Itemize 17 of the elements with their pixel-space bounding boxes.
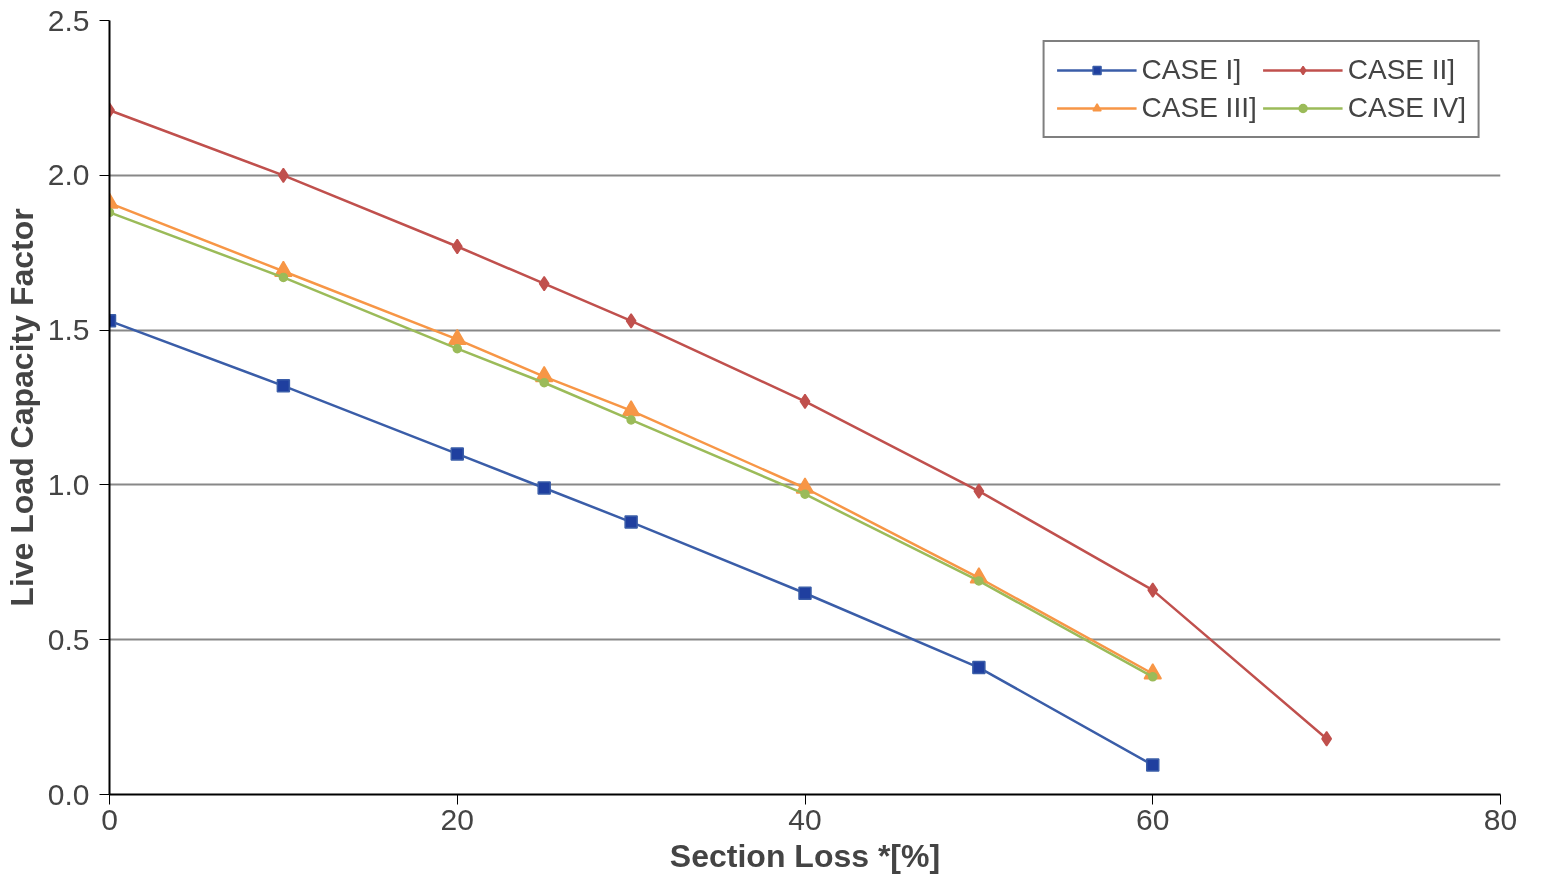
x-tick-label: 20 [440,802,474,836]
x-tick-label: 40 [788,802,822,836]
x-axis-title: Section Loss *[%] [669,837,941,874]
x-tick-label: 0 [101,802,118,836]
y-tick-label: 1.0 [47,467,90,501]
y-tick-label: 0.5 [47,622,90,656]
x-tick-label: 80 [1483,802,1518,836]
legend-label: CASE IV] [1347,92,1466,124]
y-tick-label: 2.0 [47,158,90,192]
legend-label: CASE II] [1347,54,1456,86]
legend-label: CASE III] [1141,92,1257,124]
x-tick-label: 60 [1136,802,1170,836]
y-tick-label: 2.5 [47,3,90,37]
legend-label: CASE I] [1141,54,1242,86]
y-tick-label: 1.5 [47,313,90,347]
y-tick-label: 0.0 [47,777,90,811]
y-axis-title: Live Load Capacity Factor [3,208,40,607]
